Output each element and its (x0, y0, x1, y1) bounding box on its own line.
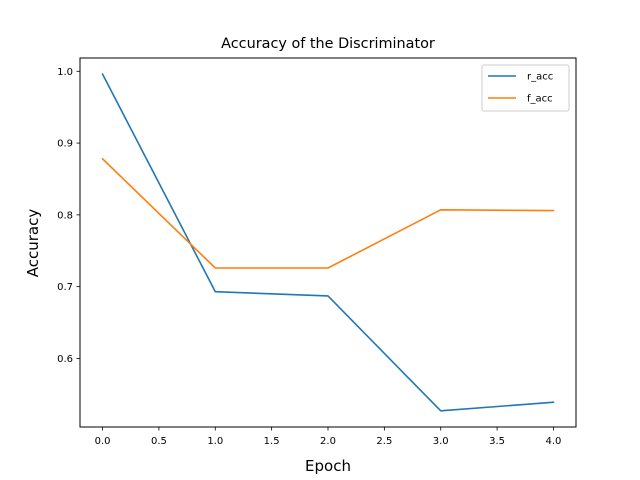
y-tick-label: 0.9 (57, 139, 73, 150)
x-tick-label: 2.0 (320, 436, 336, 447)
series-line-r_acc (101, 73, 555, 412)
y-tick-label: 0.8 (57, 210, 73, 221)
legend: r_acc f_acc (481, 64, 570, 112)
x-tick-label: 3.0 (433, 436, 449, 447)
legend-box (481, 64, 570, 112)
x-tick-label: 4.0 (546, 436, 562, 447)
x-axis: 0.0 0.5 1.0 1.5 2.0 2.5 3.0 3.5 4.0 (95, 427, 562, 447)
series-lines (101, 73, 555, 412)
y-axis-label: Accuracy (24, 209, 42, 278)
chart-title: Accuracy of the Discriminator (221, 36, 435, 52)
x-tick-label: 0.0 (95, 436, 111, 447)
series-line-f_acc (101, 157, 555, 269)
y-tick-label: 0.7 (57, 282, 73, 293)
x-tick-label: 2.5 (376, 436, 392, 447)
y-axis: 0.6 0.7 0.8 0.9 1.0 (57, 67, 80, 365)
x-tick-label: 3.5 (489, 436, 505, 447)
x-axis-label: Epoch (305, 457, 351, 475)
legend-label-f_acc: f_acc (527, 94, 553, 105)
x-tick-label: 0.5 (151, 436, 167, 447)
y-tick-label: 1.0 (57, 67, 73, 78)
x-tick-label: 1.5 (264, 436, 280, 447)
legend-label-r_acc: r_acc (527, 72, 553, 83)
y-tick-label: 0.6 (57, 354, 73, 365)
x-tick-label: 1.0 (207, 436, 223, 447)
